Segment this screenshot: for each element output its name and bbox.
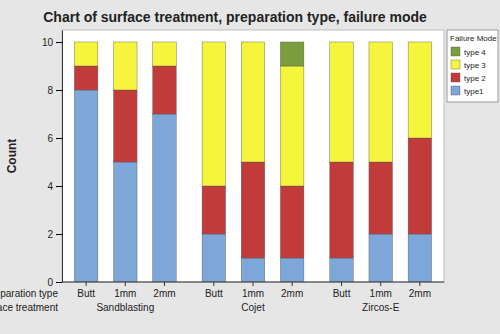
y-tick-mark [56,138,62,139]
x-tick-mark [213,282,214,286]
x-tick-label: Butt [205,288,223,299]
bar-segment [153,42,176,43]
x-tick-mark [125,282,126,286]
bar-segment [241,42,264,162]
y-tick-label: 8 [47,85,53,96]
bar-segment [241,42,264,43]
bar-segment [408,42,431,43]
x-tick-mark [419,282,420,286]
y-tick: 4 [47,181,62,192]
bar-segment [280,258,303,282]
bar-segment [241,258,264,282]
bar-segment [408,42,431,138]
y-tick-label: 10 [42,37,54,48]
bar-segment [330,42,353,43]
bar-segment [330,42,353,162]
bar-segment [202,42,225,43]
legend-title: Failure Mode [450,34,497,43]
legend-swatch [451,60,460,69]
x-tick-label: 2mm [409,288,431,299]
y-tick-label: 2 [47,229,53,240]
bar-segment [74,90,97,282]
y-tick: 8 [47,85,62,96]
group-label: Sandblasting [96,302,154,313]
bars [74,42,431,282]
level-label: surface treatment [0,302,58,313]
group-label: Zircos-E [362,302,400,313]
bar-segment [408,138,431,234]
legend-label: type 3 [464,61,486,70]
bar-segment [280,42,303,66]
bar-segment [74,66,97,90]
bar-segment [114,162,137,282]
y-tick: 2 [47,229,62,240]
bar-segment [74,42,97,66]
bar-segment [74,42,97,43]
y-tick-mark [56,42,62,43]
bar-segment [408,234,431,282]
x-tick-label: Butt [333,288,351,299]
bar-segment [280,186,303,258]
y-tick-label: 4 [47,181,53,192]
bar-segment [369,42,392,162]
bar-segment [369,234,392,282]
plot-area [62,30,444,282]
y-tick-mark [56,234,62,235]
background [0,0,500,334]
bar-segment [369,162,392,234]
bar-segment [280,66,303,186]
group-label: Cojet [241,302,265,313]
x-tick-label: 1mm [114,288,136,299]
y-axis: 0 2 4 6 8 10 [42,31,63,288]
legend-box [447,30,498,102]
legend-label: type1 [464,87,484,96]
bar-segment [114,90,137,162]
bar-segment [202,234,225,282]
x-tick-mark [292,282,293,286]
x-axis: Butt 1mm 2mm Butt 1mm 2mm Butt 1mm 2mm Sandblasti… [0,282,431,313]
bar-segment [369,42,392,43]
y-tick: 0 [47,277,62,288]
x-tick-mark [253,282,254,286]
y-tick-mark [56,282,62,283]
legend-swatch [451,86,460,95]
y-tick-label: 0 [47,277,53,288]
bar-segment [114,42,137,43]
x-tick-label: 1mm [242,288,264,299]
y-tick-mark [56,90,62,91]
legend: Failure Mode type 4 type 3 type 2 type1 [447,30,498,102]
bar-segment [330,258,353,282]
legend-swatch [451,73,460,82]
bar-segment [114,42,137,90]
y-axis-title: Count [5,139,19,174]
bar-segment [153,42,176,66]
x-tick-mark [164,282,165,286]
chart: Chart of surface treatment, preparation … [0,0,500,334]
y-tick-mark [56,186,62,187]
title: Chart of surface treatment, preparation … [43,9,427,25]
bar-segment [153,66,176,114]
y-tick: 6 [47,133,62,144]
x-tick-label: 2mm [153,288,175,299]
y-tick: 10 [42,37,62,48]
legend-label: type 4 [464,48,486,57]
x-tick-mark [86,282,87,286]
legend-label: type 2 [464,74,486,83]
y-tick-label: 6 [47,133,53,144]
bar-segment [153,114,176,282]
x-tick-label: 1mm [370,288,392,299]
bar-segment [330,162,353,258]
x-tick-mark [380,282,381,286]
x-tick-label: 2mm [281,288,303,299]
y-axis-line [62,31,63,283]
bar-segment [202,42,225,186]
legend-swatch [451,47,460,56]
bar-segment [241,162,264,258]
bar-segment [202,186,225,234]
x-tick-label: Butt [77,288,95,299]
x-tick-mark [341,282,342,286]
level-label: preparation type [0,288,58,299]
